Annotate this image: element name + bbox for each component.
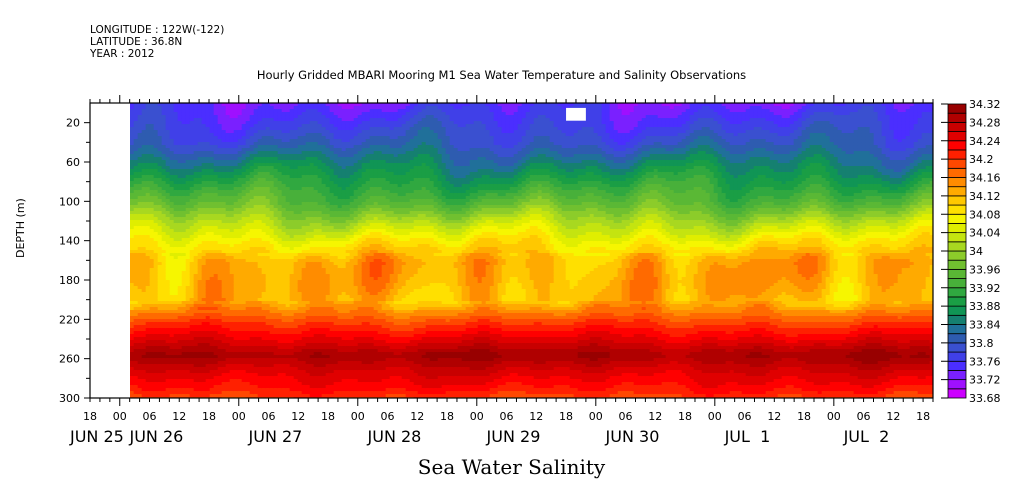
- salinity-field: [130, 103, 935, 401]
- chart-canvas: 206010014018022026030018 00 06 12 18 00 06 12 18…: [0, 0, 1009, 504]
